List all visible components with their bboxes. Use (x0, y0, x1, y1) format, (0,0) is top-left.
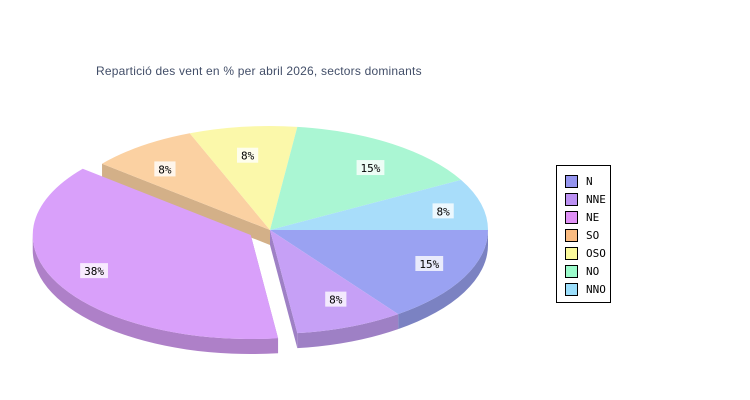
pie-slice-NO (270, 126, 462, 230)
legend-swatch-OSO (565, 246, 578, 260)
pie-slice-SO (102, 133, 271, 230)
legend-item-N: N (565, 172, 610, 190)
legend-item-SO: SO (565, 226, 610, 244)
legend-swatch-N (565, 174, 578, 188)
legend-label-SO: SO (586, 228, 600, 242)
legend-item-NNO: NNO (565, 280, 610, 298)
slice-label-NE: 38% (84, 265, 104, 278)
slice-label-box-NE (80, 263, 108, 279)
slice-label-box-NO (356, 160, 385, 176)
slice-label-SO: 8% (158, 163, 172, 176)
pie-slice-NE-rim (32, 235, 279, 355)
pie-slice-NE (32, 168, 279, 340)
slice-label-box-OSO (236, 147, 259, 163)
legend-label-NNE: NNE (586, 192, 606, 206)
legend-label-N: N (586, 174, 593, 188)
pie-slice-NNE-cut (270, 230, 298, 349)
legend-item-OSO: OSO (565, 244, 610, 262)
slice-label-box-NNO (432, 203, 454, 219)
chart-title: Repartició des vent en % per abril 2026,… (96, 64, 422, 78)
legend-label-NNO: NNO (586, 282, 606, 296)
slice-label-box-SO (154, 161, 176, 177)
pie-slice-N-rim (398, 230, 488, 330)
legend-item-NNE: NNE (565, 190, 610, 208)
legend-label-NE: NE (586, 210, 600, 224)
pie-slice-NNE-rim (297, 314, 399, 349)
slice-label-OSO: 8% (241, 150, 255, 163)
slice-label-NNE: 8% (329, 294, 343, 307)
pie-slice-OSO (189, 125, 298, 230)
slice-label-NO: 15% (361, 162, 381, 175)
legend-swatch-SO (565, 228, 578, 242)
slice-label-box-N (415, 255, 444, 271)
legend-item-NO: NO (565, 262, 610, 280)
legend-swatch-NE (565, 210, 578, 224)
slice-label-box-NNE (325, 291, 347, 307)
slice-label-N: 15% (419, 258, 439, 271)
legend: N NNE NE SO OSO NO NNO (556, 165, 611, 303)
slice-label-NNO: 8% (437, 205, 451, 218)
pie-slice-N (270, 230, 488, 315)
pie-slice-SO-cut (102, 163, 271, 245)
pie-slice-NNE (270, 230, 399, 334)
legend-label-OSO: OSO (586, 246, 606, 260)
legend-swatch-NNE (565, 192, 578, 206)
legend-item-NE: NE (565, 208, 610, 226)
legend-label-NO: NO (586, 264, 600, 278)
legend-swatch-NO (565, 264, 578, 278)
legend-swatch-NNO (565, 282, 578, 296)
